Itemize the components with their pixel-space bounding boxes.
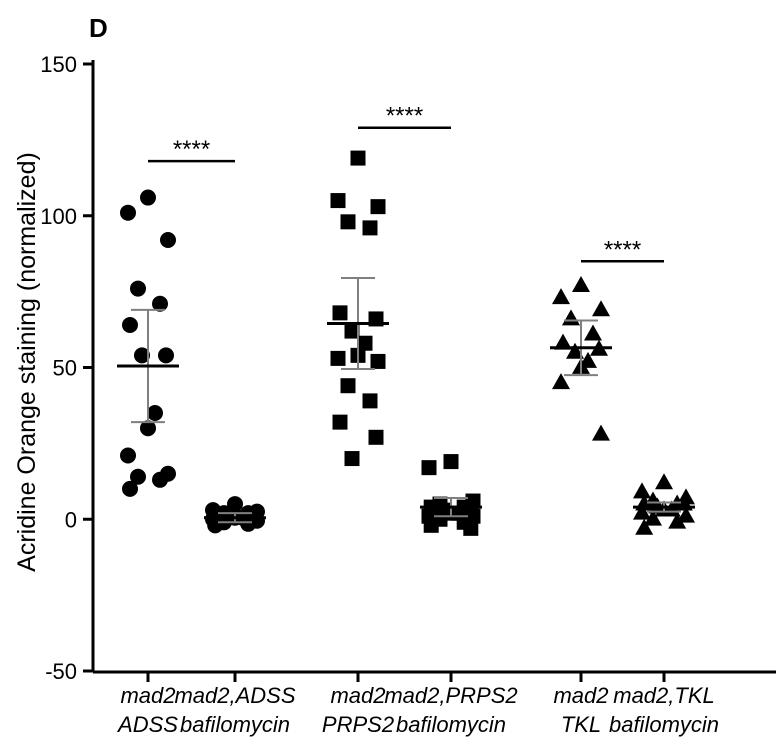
x-tick-label-line: mad2,ADSS [174, 683, 295, 708]
x-tick-label-line: bafilomycin [180, 712, 290, 737]
data-point [152, 471, 168, 488]
data-point [330, 193, 346, 209]
data-point [592, 300, 610, 317]
data-point [340, 214, 356, 230]
data-group [327, 150, 389, 467]
x-tick-label-line: mad2,TKL [613, 683, 715, 708]
data-point [152, 295, 168, 312]
data-point [160, 232, 176, 249]
data-group [204, 496, 266, 534]
data-point [147, 405, 163, 422]
data-group [550, 275, 612, 441]
x-tick-label: mad2 PRPS2 [322, 683, 394, 737]
x-tick-label-line: mad2,PRPS2 [384, 683, 517, 708]
x-tick-label-line: mad2 [553, 683, 608, 708]
data-point [644, 509, 662, 526]
y-tick-label: 100 [40, 204, 77, 229]
data-point [227, 496, 243, 513]
data-point [465, 508, 481, 524]
data-point [122, 480, 138, 497]
data-point [554, 333, 572, 350]
data-point [140, 189, 156, 206]
data-point [350, 150, 366, 166]
data-point [158, 347, 174, 364]
data-point [668, 512, 687, 529]
x-tick-label-line: PRPS2 [322, 712, 394, 737]
y-ticks: -50 0 50 100 150 [40, 52, 93, 684]
significance-label: **** [386, 103, 423, 130]
x-tick-label: mad2 ADSS [116, 683, 178, 737]
data-point [552, 373, 570, 390]
data-point [122, 317, 138, 334]
data-point [572, 275, 590, 292]
data-point [357, 335, 373, 351]
data-point [130, 468, 146, 485]
data-point [140, 420, 156, 437]
data-point [362, 393, 378, 409]
data-point [463, 520, 479, 536]
data-point [677, 506, 695, 523]
significance-label: **** [604, 236, 641, 263]
x-tick-label-line: mad2 [120, 683, 175, 708]
y-axis-label: Acridine Orange staining (normalized) [13, 152, 41, 572]
data-point [635, 518, 654, 535]
data-point [552, 288, 570, 305]
data-point [370, 199, 386, 215]
panel-letter: D [89, 13, 108, 43]
data-point [207, 517, 224, 534]
data-point [134, 347, 150, 364]
data-point [130, 280, 146, 297]
data-point [120, 204, 136, 221]
x-tick-label: mad2,ADSS bafilomycin [174, 683, 295, 737]
data-point [562, 309, 580, 326]
data-point [655, 473, 673, 490]
data-point [368, 429, 384, 445]
data-groups [117, 150, 695, 536]
data-point [584, 324, 602, 341]
y-tick-label: 50 [53, 356, 77, 381]
data-point [633, 482, 651, 499]
data-point [443, 454, 459, 470]
x-tick-label: mad2 TKL [553, 683, 608, 737]
significance-annotations: **** **** **** [148, 103, 664, 263]
data-point [421, 460, 437, 476]
data-point [344, 451, 360, 467]
x-tick-label: mad2,PRPS2 bafilomycin [384, 683, 517, 737]
data-point [332, 305, 348, 321]
significance-label: **** [173, 136, 210, 163]
x-tick-label-line: TKL [561, 712, 601, 737]
data-point [592, 424, 610, 441]
data-point [633, 503, 651, 520]
x-tick-label-line: mad2 [330, 683, 385, 708]
x-tick-label-line: bafilomycin [396, 712, 506, 737]
data-point [330, 350, 346, 366]
x-tick-label: mad2,TKL bafilomycin [609, 683, 719, 737]
y-tick-label: -50 [45, 659, 77, 684]
data-point [344, 323, 360, 339]
data-group [117, 189, 179, 497]
x-tick-label-line: bafilomycin [609, 712, 719, 737]
data-group [633, 473, 695, 535]
y-tick-label: 0 [65, 507, 77, 532]
data-point [362, 220, 378, 236]
data-point [240, 515, 257, 532]
x-tick-label-line: ADSS [116, 712, 178, 737]
data-point [340, 378, 356, 394]
data-point [370, 353, 386, 369]
data-point [332, 414, 348, 430]
data-point [566, 342, 584, 359]
data-point [120, 447, 136, 464]
y-tick-label: 150 [40, 52, 77, 77]
data-group [420, 454, 482, 536]
data-point [423, 517, 439, 533]
